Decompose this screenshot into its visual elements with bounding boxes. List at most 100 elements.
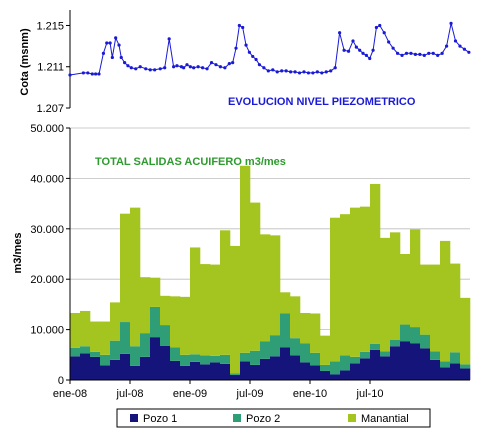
bottom-y-tick-label: 40.000 bbox=[30, 173, 64, 185]
bar-pozo-1 bbox=[110, 359, 121, 380]
bar-pozo-2 bbox=[360, 351, 371, 359]
piezometric-point bbox=[440, 51, 444, 55]
bar-manantial bbox=[160, 295, 171, 326]
bar-manantial bbox=[230, 245, 241, 374]
bar-pozo-1 bbox=[140, 356, 151, 380]
bar-pozo-1 bbox=[290, 355, 301, 380]
piezometric-point bbox=[175, 64, 179, 68]
piezometric-point bbox=[449, 21, 453, 26]
piezometric-point bbox=[346, 49, 351, 53]
bottom-x-tick-label: jul-09 bbox=[236, 388, 264, 400]
piezometric-series bbox=[68, 21, 471, 77]
piezometric-point bbox=[185, 63, 189, 67]
bar-manantial bbox=[320, 335, 331, 365]
bar-manantial bbox=[270, 235, 281, 336]
piezometric-point bbox=[108, 41, 112, 45]
bar-pozo-2 bbox=[450, 352, 461, 364]
piezometric-point bbox=[324, 70, 328, 74]
piezometric-point bbox=[293, 70, 297, 74]
bar-pozo-2 bbox=[100, 354, 111, 366]
bar-pozo-2 bbox=[150, 306, 161, 338]
bar-pozo-1 bbox=[410, 343, 421, 380]
bar-manantial bbox=[290, 296, 301, 339]
bar-manantial bbox=[390, 232, 401, 340]
bar-pozo-1 bbox=[230, 374, 241, 380]
piezometric-point bbox=[358, 48, 362, 52]
piezometric-point bbox=[148, 68, 152, 72]
bar-manantial bbox=[340, 214, 351, 356]
bar-pozo-2 bbox=[300, 343, 311, 363]
bar-manantial bbox=[110, 302, 121, 341]
bottom-y-ticks: 0 10.000 20.000 30.000 40.000 50.000 bbox=[30, 123, 71, 387]
bar-manantial bbox=[460, 297, 471, 365]
bar-pozo-2 bbox=[260, 341, 271, 359]
bar-pozo-1 bbox=[280, 347, 291, 380]
legend: Pozo 1 Pozo 2 Manantial bbox=[116, 408, 431, 428]
piezometric-point bbox=[172, 65, 176, 69]
bar-pozo-2 bbox=[130, 346, 141, 366]
legend-label: Pozo 1 bbox=[143, 413, 177, 425]
bar-pozo-2 bbox=[290, 338, 301, 356]
bar-manantial bbox=[300, 312, 311, 344]
piezometric-point bbox=[329, 69, 333, 73]
legend-label: Pozo 2 bbox=[246, 413, 280, 425]
bottom-y-tick-label: 0 bbox=[58, 375, 64, 387]
piezometric-point bbox=[368, 56, 372, 61]
piezometric-point bbox=[374, 25, 379, 30]
bar-manantial bbox=[400, 254, 411, 325]
bar-manantial bbox=[180, 296, 191, 355]
bar-manantial bbox=[450, 263, 461, 353]
piezometric-point bbox=[196, 65, 200, 69]
bar-manantial bbox=[210, 264, 221, 356]
piezometric-point bbox=[68, 73, 72, 77]
top-y-tick-label: 1.207 bbox=[36, 103, 64, 115]
piezometric-point bbox=[431, 51, 435, 55]
bar-pozo-2 bbox=[310, 352, 321, 366]
bar-manantial bbox=[100, 321, 111, 355]
bar-pozo-2 bbox=[460, 364, 471, 369]
bar-pozo-2 bbox=[140, 333, 151, 357]
piezometric-point bbox=[320, 71, 324, 75]
piezometric-point bbox=[138, 65, 142, 69]
bar-manantial bbox=[200, 264, 211, 356]
bar-pozo-1 bbox=[300, 362, 311, 380]
bar-manantial bbox=[140, 277, 151, 334]
piezometric-point bbox=[297, 71, 302, 75]
piezometric-point bbox=[86, 71, 90, 75]
piezometric-point bbox=[338, 31, 342, 35]
bar-pozo-2 bbox=[220, 354, 231, 364]
bar-manantial bbox=[130, 207, 141, 347]
piezometric-point bbox=[97, 72, 101, 76]
piezometric-point bbox=[453, 39, 458, 43]
piezometric-point bbox=[315, 70, 319, 74]
bottom-x-tick-label: jul-08 bbox=[116, 388, 144, 400]
outflow-stacked-bar-chart: m3/mes 0 10.000 20.000 30.000 40.000 50.000 e… bbox=[12, 123, 471, 400]
bar-pozo-1 bbox=[350, 363, 361, 380]
legend-swatch-manantial bbox=[348, 414, 356, 422]
piezometric-point bbox=[427, 51, 431, 55]
piezometric-point bbox=[302, 70, 306, 74]
piezometric-point bbox=[284, 69, 288, 73]
piezometric-point bbox=[237, 23, 241, 28]
bar-pozo-1 bbox=[390, 346, 401, 380]
bar-pozo-2 bbox=[370, 343, 381, 350]
bar-pozo-1 bbox=[240, 361, 251, 380]
piezometric-point bbox=[200, 66, 205, 70]
bar-pozo-1 bbox=[450, 363, 461, 380]
piezometric-point bbox=[105, 41, 109, 45]
bottom-x-tick-label: ene-10 bbox=[293, 388, 327, 400]
top-y-ticks: 1.215 1.211 1.207 bbox=[36, 10, 71, 115]
piezometric-level-chart: Cota (msnm) 1.215 1.211 1.207 EVOLUCION NI… bbox=[19, 10, 471, 115]
bar-pozo-1 bbox=[100, 365, 111, 380]
piezometric-point bbox=[134, 67, 138, 71]
piezometric-point bbox=[289, 70, 293, 74]
bar-pozo-1 bbox=[130, 365, 141, 380]
bar-pozo-1 bbox=[330, 374, 341, 380]
piezometric-point bbox=[144, 67, 148, 71]
piezometric-point bbox=[418, 52, 422, 56]
bar-manantial bbox=[350, 207, 361, 357]
bar-pozo-1 bbox=[310, 365, 321, 380]
bar-pozo-2 bbox=[180, 354, 191, 366]
piezometric-point bbox=[163, 66, 167, 70]
bar-manantial bbox=[430, 264, 441, 352]
